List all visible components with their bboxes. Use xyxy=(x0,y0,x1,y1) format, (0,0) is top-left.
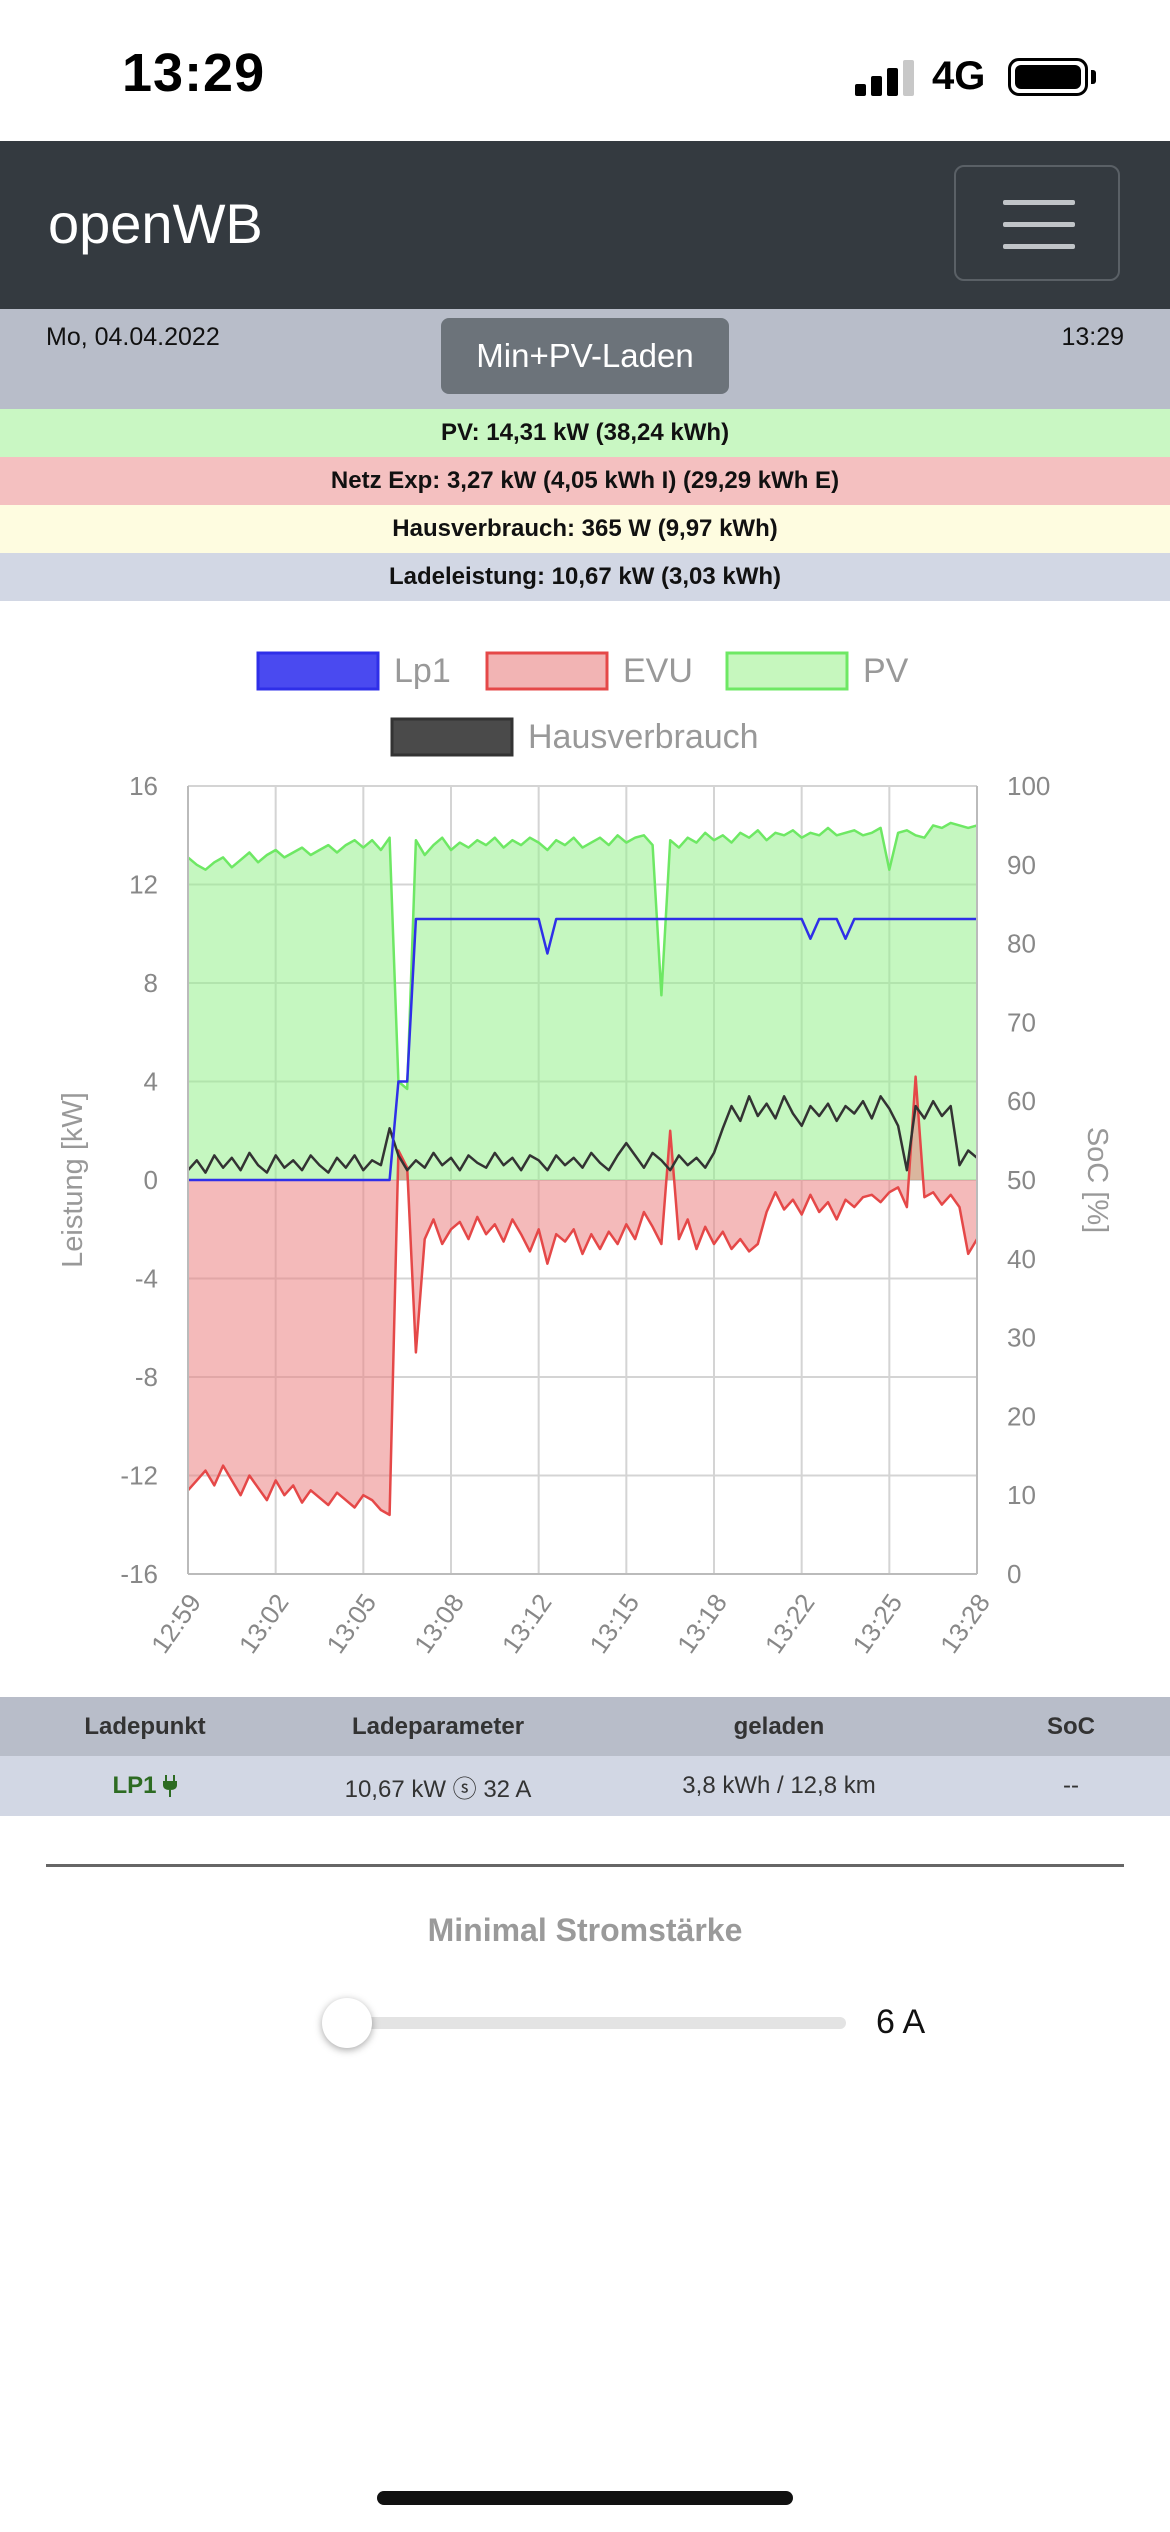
series-line-pv xyxy=(187,821,978,1091)
hamburger-icon xyxy=(1003,244,1075,249)
y2-axis-label: SoC [%] xyxy=(1081,1127,1113,1233)
cell-ladepunkt[interactable]: LP1 xyxy=(0,1756,290,1816)
y2-tick-label: 30 xyxy=(1007,1323,1036,1353)
hamburger-icon xyxy=(1003,222,1075,227)
table-header: Ladepunkt Ladeparameter geladen SoC xyxy=(0,1697,1170,1756)
x-tick-label: 13:02 xyxy=(233,1588,295,1659)
header-ladeparameter: Ladeparameter xyxy=(351,1712,525,1740)
legend-swatch-lp1 xyxy=(256,651,380,691)
x-tick-label: 12:59 xyxy=(145,1588,207,1659)
y-tick-label: 0 xyxy=(144,1165,158,1195)
y-tick-label: -4 xyxy=(135,1264,158,1294)
x-tick-label: 13:12 xyxy=(496,1588,558,1659)
x-tick-label: 13:18 xyxy=(671,1588,733,1659)
y-axis-label: Leistung [kW] xyxy=(57,1092,89,1268)
cell-soc: -- xyxy=(1063,1772,1079,1799)
menu-toggle-button[interactable] xyxy=(954,165,1120,281)
y2-tick-label: 60 xyxy=(1007,1086,1036,1116)
network-type: 4G xyxy=(932,54,986,98)
legend-label-pv: PV xyxy=(863,652,909,690)
min-current-slider-handle[interactable] xyxy=(322,1998,372,2048)
legend-label-evu: EVU xyxy=(623,652,693,690)
table-row[interactable]: LP1 10,67 kW ⓢ 32 A 3,8 kWh / 12,8 km -- xyxy=(0,1756,1170,1816)
signal-icon xyxy=(855,60,915,96)
min-current-value: 6 A xyxy=(876,2003,926,2041)
y2-tick-label: 40 xyxy=(1007,1244,1036,1274)
home-indicator[interactable] xyxy=(377,2491,793,2505)
info-bar: Mo, 04.04.2022 Min+PV-Laden 13:29 xyxy=(0,309,1170,409)
y-tick-label: -12 xyxy=(120,1461,158,1491)
x-tick-label: 13:28 xyxy=(934,1588,996,1659)
house-summary: Hausverbrauch: 365 W (9,97 kWh) xyxy=(0,505,1170,553)
plug-icon xyxy=(162,1775,177,1797)
status-time: 13:29 xyxy=(122,43,266,103)
time-label: 13:29 xyxy=(1061,323,1124,351)
date-label: Mo, 04.04.2022 xyxy=(46,323,220,351)
y-tick-label: 8 xyxy=(144,968,158,998)
y-tick-label: -16 xyxy=(120,1559,158,1589)
legend-swatch-pv xyxy=(725,651,849,691)
charging-summary: Ladeleistung: 10,67 kW (3,03 kWh) xyxy=(0,553,1170,601)
y2-tick-label: 90 xyxy=(1007,850,1036,880)
grid-summary: Netz Exp: 3,27 kW (4,05 kWh I) (29,29 kW… xyxy=(0,457,1170,505)
y-tick-label: 4 xyxy=(144,1067,158,1097)
header-geladen: geladen xyxy=(733,1712,825,1740)
divider xyxy=(46,1864,1124,1867)
battery-icon xyxy=(1008,58,1088,96)
x-tick-label: 13:25 xyxy=(846,1588,908,1659)
y-tick-label: -8 xyxy=(135,1362,158,1392)
header-soc: SoC xyxy=(1047,1712,1095,1740)
y2-tick-label: 10 xyxy=(1007,1480,1036,1510)
cell-ladeparameter: 10,67 kW ⓢ 32 A xyxy=(344,1775,532,1803)
power-chart[interactable]: Lp1 EVU PV Hausverbrauch 16 12 8 4 0 -4 -8 -12 -16 10… xyxy=(0,601,1170,1696)
y2-tick-label: 70 xyxy=(1007,1007,1036,1037)
x-tick-label: 13:22 xyxy=(759,1588,821,1659)
cell-geladen: 3,8 kWh / 12,8 km xyxy=(682,1772,876,1799)
min-current-slider-track[interactable] xyxy=(346,2017,846,2029)
y2-tick-label: 20 xyxy=(1007,1401,1036,1431)
y2-tick-label: 100 xyxy=(1007,771,1050,801)
legend-label-hausverbrauch: Hausverbrauch xyxy=(528,718,759,756)
header-ladepunkt: Ladepunkt xyxy=(84,1712,206,1740)
legend-label-lp1: Lp1 xyxy=(394,652,451,690)
y2-tick-label: 80 xyxy=(1007,929,1036,959)
y2-tick-label: 50 xyxy=(1007,1165,1036,1195)
series-line-evu xyxy=(187,1075,979,1517)
x-tick-label: 13:05 xyxy=(320,1588,382,1659)
status-bar: 13:29 4G xyxy=(0,0,1170,141)
series-area-pv xyxy=(188,822,977,1180)
ladepunkt-label: LP1 xyxy=(112,1772,157,1799)
legend-swatch-evu xyxy=(485,651,609,691)
battery-tip xyxy=(1091,70,1096,84)
x-tick-label: 13:08 xyxy=(408,1588,470,1659)
series-line-hausverbrauch xyxy=(187,1095,978,1174)
charge-mode-button[interactable]: Min+PV-Laden xyxy=(441,318,729,394)
series-area-evu xyxy=(188,1076,977,1515)
pv-summary: PV: 14,31 kW (38,24 kWh) xyxy=(0,409,1170,457)
navbar: openWB xyxy=(0,141,1170,309)
y2-tick-label: 0 xyxy=(1007,1559,1021,1589)
series-line-lp1 xyxy=(188,917,977,1182)
legend-swatch-hausverbrauch xyxy=(390,717,514,757)
x-tick-label: 13:15 xyxy=(583,1588,645,1659)
chart-svg: Lp1 EVU PVHausverbrauch1612840-4-8-12-1610… xyxy=(57,651,1113,1659)
brand-logo[interactable]: openWB xyxy=(48,192,263,255)
min-current-label: Minimal Stromstärke xyxy=(427,1912,743,1948)
y-tick-label: 12 xyxy=(129,870,158,900)
hamburger-icon xyxy=(1003,200,1075,205)
y-tick-label: 16 xyxy=(129,771,158,801)
